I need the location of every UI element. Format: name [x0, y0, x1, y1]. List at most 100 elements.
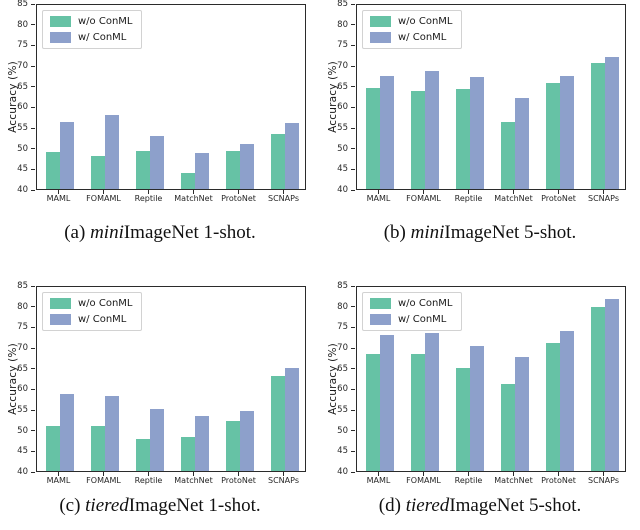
bar-w-o-conml-reptile — [455, 367, 470, 471]
legend-swatch-wo-conml — [50, 16, 71, 27]
legend: w/o ConML w/ ConML — [42, 292, 143, 331]
caption-text: (c) — [59, 495, 86, 516]
legend-label-wo-conml: w/o ConML — [78, 298, 133, 309]
y-tick-label: 45 — [337, 446, 348, 457]
y-tick-mark — [31, 127, 35, 129]
x-tick-label: MatchNet — [494, 476, 533, 485]
x-tick-label: ProtoNet — [221, 476, 256, 485]
legend-swatch-w-conml — [370, 314, 391, 325]
y-tick-mark — [351, 168, 355, 170]
bar-w-o-conml-scnaps — [590, 306, 605, 471]
x-tick-mark — [558, 190, 560, 194]
plot-area: w/o ConML w/ ConML — [36, 4, 306, 190]
bar-w-o-conml-fomaml — [410, 354, 425, 471]
y-tick-label: 60 — [337, 384, 348, 395]
bar-w-conml-maml — [59, 122, 74, 189]
bar-w-conml-protonet — [239, 143, 254, 189]
caption-dataset-name: tiered — [85, 495, 129, 516]
y-tick-mark — [351, 86, 355, 88]
y-tick-mark — [31, 347, 35, 349]
panel-miniimagenet-5shot: Accuracy (%) 40 45 50 55 60 65 70 75 80 85 w/o ConM… — [320, 0, 640, 265]
y-tick-mark — [31, 368, 35, 370]
y-tick-label: 70 — [337, 61, 348, 71]
y-tick-label: 55 — [337, 123, 348, 133]
bar-w-conml-maml — [59, 393, 74, 471]
bar-w-conml-matchnet — [514, 356, 529, 471]
y-tick-mark — [31, 148, 35, 150]
y-tick-label: 85 — [337, 281, 348, 291]
x-tick-label: SCNAPs — [268, 194, 299, 203]
caption-text: (d) — [378, 495, 406, 516]
y-tick-mark — [31, 388, 35, 390]
x-tick-mark — [378, 472, 380, 476]
legend-item-wo-conml: w/o ConML — [370, 16, 452, 27]
bar-w-conml-matchnet — [514, 97, 529, 189]
y-tick-label: 45 — [17, 164, 28, 175]
y-tick-mark — [351, 347, 355, 349]
x-tick-label: Reptile — [454, 476, 483, 485]
y-tick-mark — [351, 65, 355, 67]
y-tick-mark — [31, 471, 35, 473]
y-tick-label: 75 — [337, 40, 348, 51]
y-tick-mark — [351, 285, 355, 287]
y-tick-label: 40 — [17, 467, 28, 477]
y-tick-mark — [351, 306, 355, 308]
bar-w-conml-reptile — [469, 76, 484, 189]
y-tick-mark — [351, 127, 355, 129]
bar-w-conml-protonet — [559, 331, 574, 471]
x-tick-mark — [468, 472, 470, 476]
bar-w-conml-fomaml — [424, 332, 439, 471]
x-tick-label: ProtoNet — [541, 194, 576, 203]
y-tick-mark — [351, 388, 355, 390]
y-tick-label: 60 — [17, 102, 28, 113]
y-tick-mark — [31, 65, 35, 67]
bar-w-o-conml-fomaml — [90, 155, 105, 189]
y-tick-mark — [31, 168, 35, 170]
y-tick-mark — [31, 326, 35, 328]
x-tick-mark — [468, 190, 470, 194]
plot-area: w/o ConML w/ ConML — [356, 286, 626, 472]
caption-text: ImageNet 1-shot. — [123, 222, 256, 243]
legend-item-w-conml: w/ ConML — [370, 32, 452, 43]
legend-item-w-conml: w/ ConML — [50, 32, 132, 43]
y-tick-mark — [31, 106, 35, 108]
y-tick-label: 80 — [17, 301, 28, 312]
legend-label-wo-conml: w/o ConML — [398, 16, 453, 27]
legend: w/o ConML w/ ConML — [362, 292, 463, 331]
bar-w-o-conml-reptile — [135, 439, 150, 471]
x-tick-mark — [603, 190, 605, 194]
caption-text: ImageNet 5-shot. — [444, 222, 577, 243]
y-tick-label: 55 — [17, 405, 28, 415]
bar-w-o-conml-fomaml — [410, 90, 425, 189]
y-tick-label: 85 — [17, 0, 28, 9]
x-tick-mark — [513, 190, 515, 194]
bar-w-o-conml-scnaps — [270, 376, 285, 471]
legend-item-wo-conml: w/o ConML — [50, 298, 132, 309]
y-tick-label: 65 — [17, 81, 28, 92]
x-tick-label: FOMAML — [86, 194, 121, 203]
x-tick-label: SCNAPs — [588, 194, 619, 203]
bar-w-o-conml-maml — [45, 425, 60, 471]
y-tick-mark — [351, 44, 355, 46]
x-tick-mark — [423, 190, 425, 194]
y-tick-label: 70 — [17, 61, 28, 71]
y-tick-label: 40 — [337, 185, 348, 195]
x-tick-label: MatchNet — [174, 194, 213, 203]
x-tick-mark — [193, 190, 195, 194]
legend-item-wo-conml: w/o ConML — [50, 16, 132, 27]
legend-label-w-conml: w/ ConML — [78, 314, 127, 325]
bar-w-o-conml-matchnet — [180, 172, 195, 189]
bar-w-o-conml-reptile — [135, 150, 150, 189]
y-tick-mark — [31, 189, 35, 191]
x-tick-mark — [378, 190, 380, 194]
x-tick-label: SCNAPs — [588, 476, 619, 485]
x-tick-mark — [283, 190, 285, 194]
y-tick-label: 50 — [17, 143, 28, 154]
panel-tieredimagenet-5shot: Accuracy (%) 40 45 50 55 60 65 70 75 80 85 w/o ConM… — [320, 265, 640, 530]
x-tick-label: FOMAML — [86, 476, 121, 485]
legend-label-wo-conml: w/o ConML — [398, 298, 453, 309]
legend: w/o ConML w/ ConML — [362, 10, 463, 49]
bar-w-o-conml-matchnet — [180, 436, 195, 471]
bar-w-o-conml-matchnet — [500, 384, 515, 471]
y-tick-label: 40 — [17, 185, 28, 195]
